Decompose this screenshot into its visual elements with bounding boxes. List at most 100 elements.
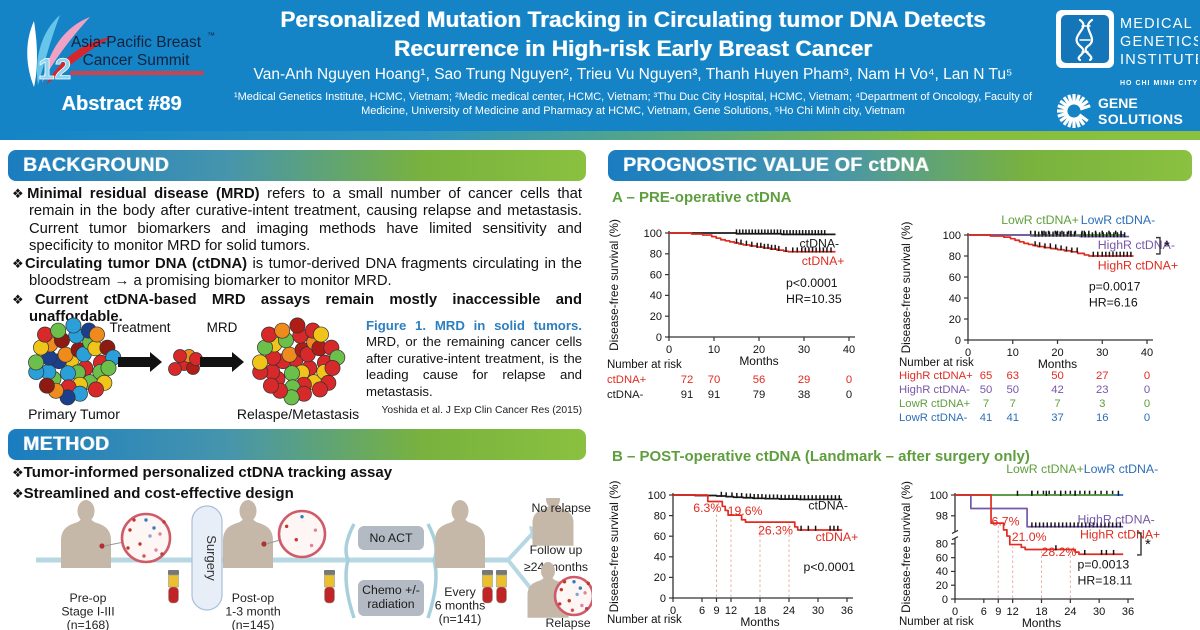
person-postop	[223, 500, 273, 568]
stat-annotation: HR=6.16	[1089, 296, 1138, 310]
primary-tumor-label: Primary Tumor	[28, 406, 120, 422]
risk-table-title: Number at risk	[899, 616, 974, 628]
mgi-city: HO CHI MINH CITY	[1120, 80, 1198, 87]
curve-label: HighR ctDNA-	[1078, 513, 1155, 527]
starburst-icon	[1057, 94, 1091, 128]
arrow-icon	[118, 352, 162, 372]
risk-table-title: Number at risk	[607, 359, 682, 371]
svg-text:9: 9	[713, 605, 719, 617]
summit-tm: ™	[207, 31, 215, 40]
blood-tube-2	[324, 570, 335, 604]
km-postop-all: 0 20 40 60 80 100 0 6 9 12 18 24 30 36 Disease-free su…	[607, 481, 858, 629]
risk-value: 56	[753, 374, 766, 386]
km-series-ctDNA-	[669, 232, 836, 236]
risk-row-label: ctDNA+	[607, 374, 647, 386]
svg-text:6: 6	[981, 606, 987, 618]
risk-value: 0	[846, 389, 852, 401]
blood-tube-1	[168, 570, 179, 604]
logo-petal-white	[27, 21, 37, 87]
background-bullet-3: ❖Current ctDNA-based MRD assays remain m…	[12, 291, 582, 326]
summit-logo: 12 Asia-Pacific Breast Cancer Summit ™	[27, 15, 215, 87]
stage-label: Post-op	[232, 591, 275, 605]
stage-label: (n=168)	[67, 618, 110, 630]
header-gradient-strip	[0, 131, 1200, 140]
svg-text:80: 80	[654, 510, 666, 522]
tumor-postop-icon	[277, 509, 327, 559]
svg-text:0: 0	[955, 335, 961, 347]
curve-label: 26.3%	[758, 524, 793, 538]
svg-text:12: 12	[1007, 606, 1019, 618]
svg-text:0: 0	[656, 332, 662, 344]
authors: Van-Anh Nguyen Hoang¹, Sao Trung Nguyen²…	[253, 66, 1013, 83]
risk-value: 16	[1096, 412, 1109, 424]
stage-label: (n=145)	[232, 618, 275, 630]
svg-text:30: 30	[798, 344, 810, 356]
y-axis-label: Disease-free survival (%)	[899, 222, 913, 354]
risk-value: 29	[798, 374, 811, 386]
svg-text:6: 6	[699, 605, 705, 617]
risk-value: 41	[1006, 412, 1019, 424]
risk-value: 23	[1096, 384, 1109, 396]
background-bullet-2: ❖Circulating tumor DNA (ctDNA) is tumor-…	[12, 256, 582, 290]
figure1-caption-lead: Figure 1. MRD in solid tumors.	[366, 318, 582, 333]
svg-text:40: 40	[650, 290, 662, 302]
arrow-icon	[200, 352, 244, 372]
risk-value: 70	[708, 374, 721, 386]
curve-label: 21.0%	[1012, 530, 1047, 544]
svg-text:30: 30	[1093, 606, 1105, 618]
header: 12 Asia-Pacific Breast Cancer Summit ™ A…	[0, 0, 1200, 131]
risk-value: 0	[1144, 412, 1150, 424]
left-brace	[344, 523, 356, 619]
svg-text:98: 98	[936, 511, 948, 523]
risk-value: 0	[1144, 398, 1150, 410]
risk-row-label: ctDNA-	[607, 389, 644, 401]
risk-value: 63	[1006, 370, 1019, 382]
risk-value: 27	[1096, 370, 1109, 382]
risk-value: 50	[1006, 384, 1019, 396]
legend-LowR ctDNA+: LowR ctDNA+	[1006, 462, 1084, 476]
method-bullet-1: ❖Tumor-informed personalized ctDNA track…	[12, 464, 393, 481]
poster-title-line1: Personalized Mutation Tracking in Circul…	[280, 7, 986, 32]
relapse-metastasis-label: Relaspe/Metastasis	[237, 406, 359, 422]
svg-text:10: 10	[1007, 347, 1019, 359]
blood-tube-3b	[496, 570, 507, 604]
stage-label: (n=141)	[439, 612, 482, 626]
followup-label-1: Follow up	[530, 543, 583, 557]
svg-text:Chemo +/-: Chemo +/-	[362, 583, 420, 597]
svg-text:0: 0	[952, 606, 958, 618]
no-relapse-label: No relapse	[532, 501, 592, 515]
significance-bracket	[1156, 236, 1161, 255]
stage-label: 1-3 month	[225, 605, 281, 619]
followup-label-2: ≥24 months	[524, 560, 588, 574]
svg-text:30: 30	[812, 605, 824, 617]
curve-label: ctDNA-	[800, 236, 840, 250]
figure1-citation: Yoshida et al. J Exp Clin Cancer Res (20…	[381, 405, 582, 417]
tumor-preop-icon	[120, 512, 172, 564]
svg-text:10: 10	[708, 344, 720, 356]
surgery-label: Surgery	[204, 535, 219, 581]
curve-label: 28.2%	[1042, 545, 1077, 559]
curve-label: 6.7%	[992, 515, 1020, 529]
svg-text:40: 40	[843, 344, 855, 356]
significance-star: *	[1164, 238, 1170, 255]
curve-label: ctDNA-	[808, 498, 848, 512]
panel-b-label: B – POST-operative ctDNA (Landmark – aft…	[612, 448, 1030, 465]
curve-label: 6.3%	[693, 501, 721, 515]
svg-text:20: 20	[949, 314, 961, 326]
primary-tumor-cluster	[28, 317, 122, 406]
gs-line1: GENE	[1098, 95, 1138, 111]
risk-value: 91	[708, 389, 721, 401]
figure1-graphic: Treatment MRD Primary Tumor Relaspe/Metasta…	[28, 317, 359, 422]
person-no-relapse	[532, 498, 574, 546]
svg-text:24: 24	[1064, 606, 1076, 618]
treatment-label: Treatment	[109, 320, 170, 335]
stat-annotation: p=0.0017	[1089, 280, 1141, 294]
gs-line2: SOLUTIONS	[1098, 111, 1183, 127]
risk-row-label: LowR ctDNA+	[899, 398, 971, 410]
svg-text:0: 0	[965, 347, 971, 359]
svg-text:9: 9	[995, 606, 1001, 618]
svg-text:30: 30	[1096, 347, 1108, 359]
person-preop	[61, 500, 111, 568]
